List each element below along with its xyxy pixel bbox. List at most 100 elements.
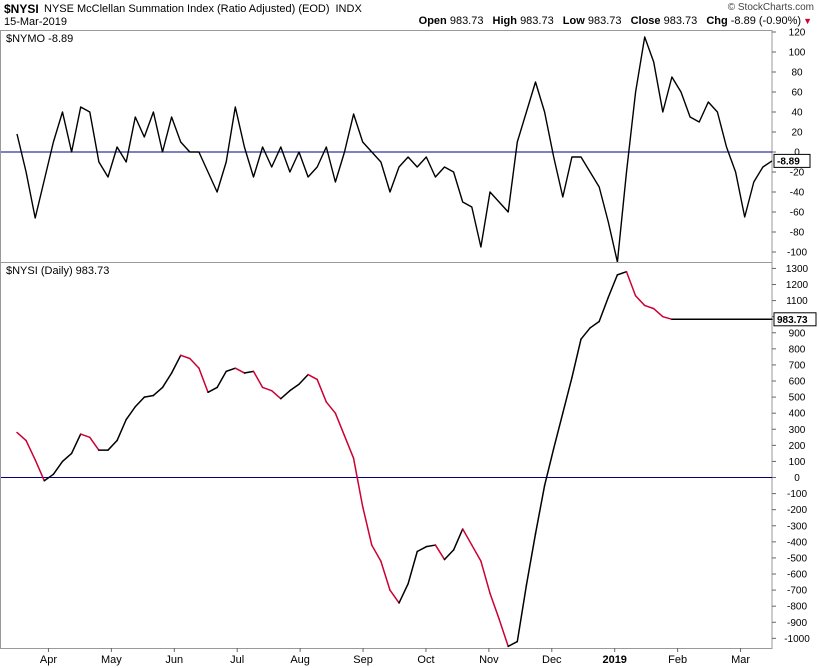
- date-label: 15-Mar-2019: [4, 16, 67, 28]
- nysi-series-segment: [380, 560, 391, 591]
- credit-label: © StockCharts.com: [727, 2, 814, 13]
- nysi-panel-title: $NYSI (Daily) 983.73: [6, 265, 109, 277]
- nysi-series-segment: [461, 528, 473, 546]
- nysi-series-segment: [134, 396, 146, 408]
- nysi-series-segment: [407, 550, 418, 585]
- nysi-ytick-label: -400: [787, 537, 807, 548]
- nysi-series-segment: [16, 431, 27, 442]
- nymo-ytick-label: 60: [791, 88, 803, 99]
- chg-label: Chg: [706, 15, 728, 27]
- nysi-series-segment: [89, 436, 100, 451]
- nysi-series-segment: [161, 372, 173, 389]
- nysi-series-segment: [489, 592, 500, 620]
- nysi-ytick-label: 800: [789, 344, 806, 355]
- nysi-series-segment: [143, 394, 155, 398]
- nysi-series-segment: [525, 533, 537, 587]
- nysi-series-segment: [70, 433, 82, 455]
- nysi-ytick-label: -300: [787, 521, 807, 532]
- nysi-series-segment: [634, 295, 646, 307]
- nysi-ytick-label: 600: [789, 377, 806, 388]
- nysi-series-segment: [425, 544, 437, 548]
- nysi-series-segment: [580, 327, 591, 340]
- nysi-series-segment: [480, 560, 491, 595]
- nymo-panel-title: $NYMO -8.89: [6, 33, 73, 45]
- nymo-last-value-label: -8.89: [777, 156, 800, 167]
- nysi-ytick-label: -700: [787, 586, 807, 597]
- nysi-series-segment: [79, 433, 91, 439]
- nysi-series-segment: [234, 367, 246, 374]
- nysi-series-segment: [225, 367, 237, 373]
- symbol-label: $NYSI: [4, 2, 39, 16]
- nysi-series-segment: [52, 460, 64, 476]
- nysi-series-segment: [116, 418, 127, 442]
- nysi-series-segment: [152, 386, 164, 397]
- nymo-ytick-label: 100: [789, 48, 806, 59]
- nysi-series-segment: [625, 270, 637, 297]
- nysi-series-segment: [416, 545, 428, 553]
- nysi-series-segment: [589, 320, 600, 329]
- nysi-series-segment: [298, 373, 309, 385]
- high-label: High: [492, 15, 517, 27]
- nysi-series-segment: [571, 338, 582, 379]
- nysi-ytick-label: 400: [789, 409, 806, 420]
- nymo-ytick-label: 40: [791, 108, 803, 119]
- nysi-series-segment: [243, 370, 255, 374]
- nysi-series-segment: [325, 401, 337, 414]
- nysi-series-segment: [43, 473, 55, 482]
- nysi-series-segment: [562, 377, 573, 414]
- nysi-series-segment: [34, 459, 46, 482]
- nysi-ytick-label: 1100: [786, 296, 808, 307]
- close-label: Close: [630, 15, 661, 27]
- x-tick-label: Aug: [290, 654, 310, 666]
- x-tick-label: Dec: [542, 654, 562, 666]
- nysi-series-segment: [643, 304, 655, 310]
- nysi-series-segment: [280, 389, 291, 400]
- nysi-series-segment: [125, 406, 137, 421]
- nysi-series-segment: [434, 544, 446, 561]
- nysi-series-segment: [471, 544, 482, 562]
- nymo-ytick-label: -40: [790, 188, 805, 199]
- x-tick-label: 2019: [602, 654, 626, 666]
- nysi-series-segment: [371, 544, 382, 562]
- nysi-series-segment: [179, 354, 191, 360]
- nysi-ytick-label: -100: [787, 489, 807, 500]
- nysi-last-value-label: 983.73: [777, 315, 808, 326]
- chart-header: $NYSI NYSE McClellan Summation Index (Ra…: [0, 0, 820, 30]
- nysi-series-segment: [543, 447, 555, 487]
- x-tick-label: Nov: [479, 654, 499, 666]
- chg-down-arrow-icon: ▼: [803, 16, 812, 26]
- nysi-series-segment: [334, 412, 346, 437]
- low-value: 983.73: [587, 15, 622, 27]
- nysi-series-segment: [352, 457, 364, 508]
- nysi-series-segment: [207, 386, 218, 394]
- x-tick-label: Feb: [668, 654, 687, 666]
- nysi-series-segment: [189, 357, 200, 369]
- nysi-last-value-box: [773, 312, 817, 327]
- nysi-frame: [0, 262, 773, 649]
- nysi-series-segment: [343, 434, 355, 459]
- x-tick-label: Mar: [731, 654, 750, 666]
- nysi-series-segment: [389, 589, 400, 604]
- nymo-ytick-label: 20: [791, 128, 803, 139]
- open-label: Open: [418, 15, 447, 27]
- nymo-ytick-label: 120: [789, 28, 806, 39]
- x-tick-label: Sep: [353, 654, 373, 666]
- nymo-ytick-label: -20: [790, 168, 805, 179]
- x-tick-label: May: [101, 654, 122, 666]
- x-tick-label: Jun: [165, 654, 183, 666]
- nysi-panel: 1300120011001000900800700600500400300200…: [0, 262, 817, 649]
- nysi-ytick-label: 500: [789, 393, 806, 404]
- nysi-series-segment: [452, 528, 464, 551]
- chart-description: NYSE McClellan Summation Index (Ratio Ad…: [44, 3, 362, 15]
- x-axis: Apr May Jun Jul Aug Sep Oct Nov Dec 2019 Feb Mar: [40, 648, 750, 666]
- nysi-series-segment: [170, 354, 182, 374]
- nysi-series-segment: [607, 274, 619, 299]
- nysi-series-segment: [270, 389, 282, 400]
- nymo-ytick-label: 80: [791, 68, 803, 79]
- nysi-ytick-label: 300: [789, 425, 806, 436]
- nymo-ytick-label: 0: [794, 148, 800, 159]
- nymo-last-value-box: [773, 153, 811, 168]
- x-tick-label: Jul: [230, 654, 244, 666]
- nysi-ytick-label: 1200: [786, 280, 809, 291]
